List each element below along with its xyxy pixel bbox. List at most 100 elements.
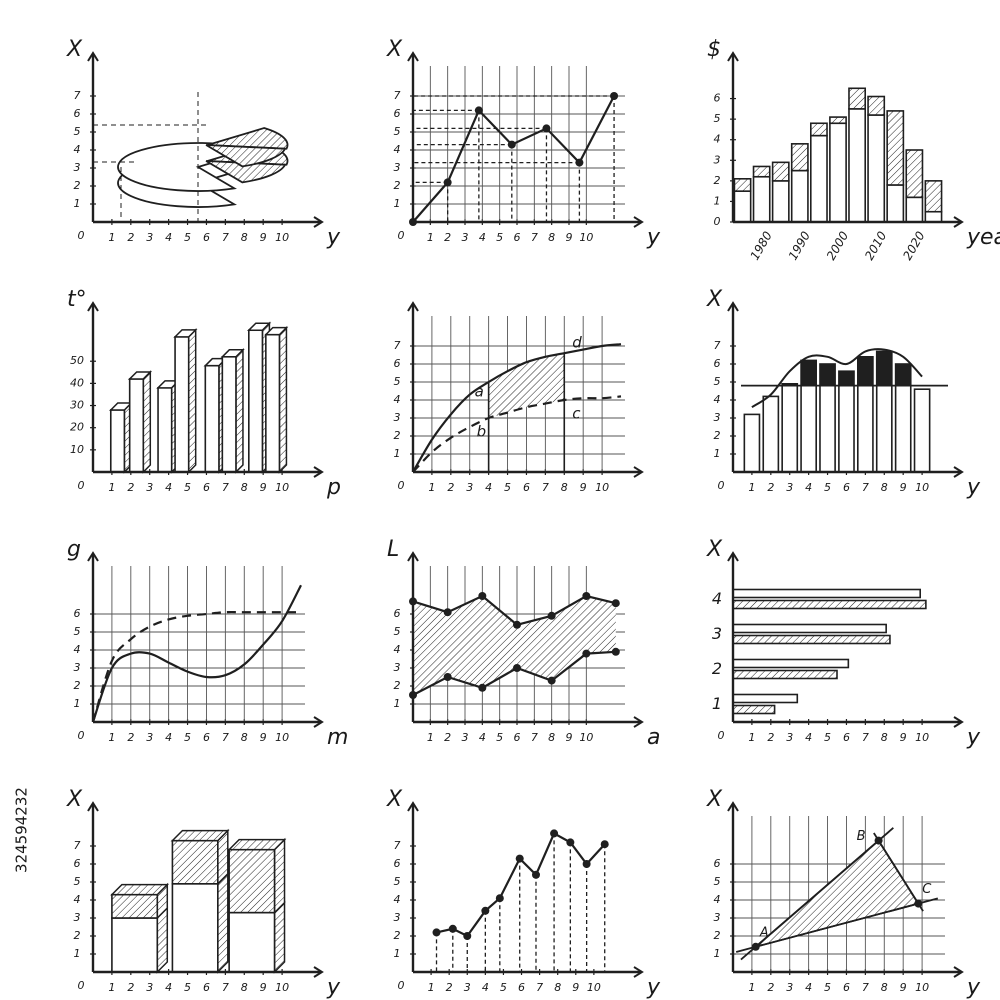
x-tick-label: 2 <box>767 481 774 494</box>
y-tick-label: 1 <box>394 447 401 460</box>
x-tick-label: 4 <box>485 481 492 494</box>
marker <box>566 838 575 847</box>
point-label: B <box>857 829 866 844</box>
x-tick-label: 8 <box>548 231 555 244</box>
y-arrow <box>87 301 99 312</box>
x-tick-label: 3 <box>146 731 153 744</box>
x-tick-label: 3 <box>786 731 793 744</box>
x-tick-label: 8 <box>241 731 248 744</box>
x-tick-label: 10 <box>275 481 289 494</box>
x-arrow <box>633 216 644 228</box>
marker <box>531 870 540 879</box>
origin-label: 0 <box>718 479 725 492</box>
x-tick-label: 1 <box>428 481 435 494</box>
bar <box>221 355 237 473</box>
bar-highlight <box>782 383 798 386</box>
bar <box>733 190 752 223</box>
x-tick-label: 2 <box>127 231 134 244</box>
y-tick-label: 1 <box>74 947 81 960</box>
x-axis-label: y <box>966 725 981 750</box>
bar-top <box>173 329 198 338</box>
bar-side <box>278 325 288 474</box>
annotation: c <box>572 405 581 423</box>
x-tick-label: 9 <box>580 481 587 494</box>
marker <box>547 676 556 685</box>
bar <box>905 149 924 199</box>
x-tick-label: 3 <box>786 981 793 994</box>
pie-slice <box>205 144 287 168</box>
bar <box>732 623 887 634</box>
bar <box>781 382 799 473</box>
x-tick-label: 7 <box>862 481 869 494</box>
y-tick-label: 2 <box>712 659 722 678</box>
y-tick-label: 4 <box>712 589 722 608</box>
y-tick-label: 6 <box>714 92 721 105</box>
marker <box>443 673 452 681</box>
x-tick-label: 10 <box>275 731 289 744</box>
bar-side <box>156 906 169 974</box>
y-tick-label: 0 <box>714 215 721 228</box>
y-arrow <box>727 51 739 62</box>
bar-top <box>227 838 287 851</box>
y-tick-label: 3 <box>712 624 722 643</box>
x-tick-label: 8 <box>548 731 555 744</box>
y-axis-label: X <box>706 537 723 562</box>
y-tick-label: 3 <box>394 161 401 174</box>
marker <box>513 664 521 672</box>
x-axis-label: y <box>326 975 341 1000</box>
origin-label: 0 <box>78 979 85 992</box>
x-tick-label: 6 <box>843 481 850 494</box>
y-tick-label: 3 <box>394 411 401 424</box>
x-tick-label: 2 <box>447 481 454 494</box>
marker <box>600 840 609 849</box>
x-tick-label: 3 <box>146 231 153 244</box>
x-tick-label: 3 <box>462 731 469 744</box>
y-tick-label: 5 <box>74 625 81 638</box>
x-tick-label: 9 <box>260 481 267 494</box>
marker <box>507 140 516 149</box>
x-tick-label: 5 <box>184 481 191 494</box>
bar <box>809 134 828 223</box>
y-tick-label: 2 <box>714 429 721 442</box>
stock-id: 324594232 <box>13 787 31 873</box>
x-tick-label: 4 <box>165 481 172 494</box>
x-tick-label: 7 <box>222 481 229 494</box>
marker <box>495 894 504 903</box>
bar <box>265 333 281 473</box>
annotation: b <box>477 423 487 441</box>
y-tick-label: 3 <box>394 661 401 674</box>
marker <box>542 124 551 133</box>
y-tick-label: 1 <box>394 697 401 710</box>
marker <box>610 92 619 100</box>
y-tick-label: 5 <box>74 125 81 138</box>
bar <box>157 387 173 473</box>
triangle <box>755 839 920 948</box>
x-tick-label: 3 <box>462 231 469 244</box>
y-arrow <box>407 301 419 312</box>
x-tick-label: 6 <box>203 481 210 494</box>
y-tick-label: 2 <box>394 429 401 442</box>
curve <box>751 348 923 409</box>
bar-highlight <box>838 371 855 386</box>
x-arrow <box>313 466 324 478</box>
x-tick-label: 4 <box>165 981 172 994</box>
bar <box>790 143 809 172</box>
y-tick-label: 3 <box>74 911 81 924</box>
x-axis-label: y <box>966 475 981 500</box>
y-tick-label: 4 <box>714 393 721 406</box>
y-tick-label: 50 <box>70 354 84 367</box>
x-tick-label: 5 <box>504 481 511 494</box>
bar <box>128 378 145 473</box>
x-tick-label: 9 <box>900 481 907 494</box>
y-axis-label: X <box>386 37 403 62</box>
point-label: C <box>922 882 932 897</box>
edge <box>735 897 939 953</box>
bar <box>732 588 921 599</box>
x-axis-label: a <box>647 725 660 750</box>
marker <box>481 906 490 915</box>
x-tick-label: 3 <box>464 981 471 994</box>
x-tick-label: 6 <box>203 981 210 994</box>
x-tick-label: 8 <box>881 481 888 494</box>
x-tick-label: 7 <box>222 981 229 994</box>
bar <box>867 114 886 223</box>
